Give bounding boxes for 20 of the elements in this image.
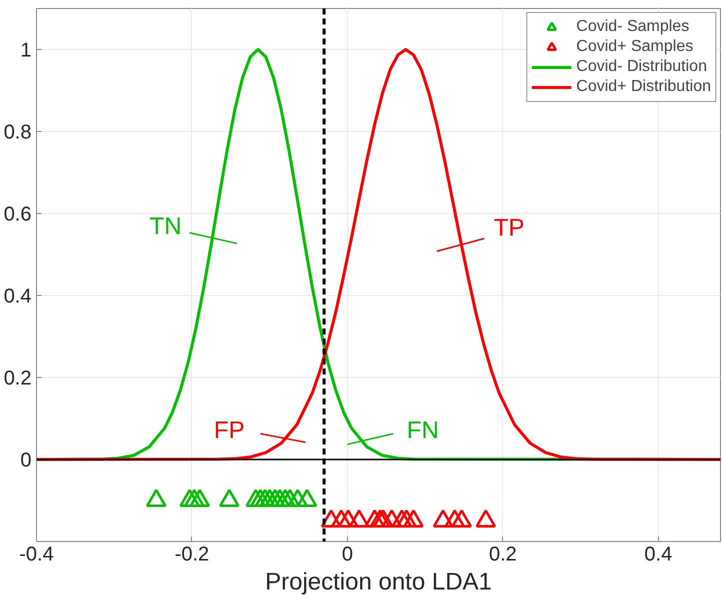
x-tick-label: -0.2 <box>174 544 210 566</box>
legend-label: Covid+ Distribution <box>576 78 711 96</box>
y-tick-label: 1 <box>20 40 32 62</box>
annotation: TP <box>494 214 524 242</box>
y-tick-label: 0.2 <box>4 368 32 390</box>
x-tick-label: 0.4 <box>644 544 672 566</box>
legend-label: Covid- Distribution <box>576 58 707 76</box>
annotation: TN <box>150 213 182 240</box>
annotation: FP <box>214 416 245 444</box>
y-tick-label: 0.6 <box>4 204 32 226</box>
y-tick-label: 0 <box>20 450 32 472</box>
x-tick-label: -0.4 <box>19 544 54 566</box>
y-tick-label: 0.8 <box>4 122 32 144</box>
y-tick-label: 0.4 <box>4 286 32 308</box>
x-tick-label: 0.2 <box>488 544 517 566</box>
x-axis-title: Projection onto LDA1 <box>265 568 492 596</box>
legend-label: Covid+ Samples <box>576 38 694 56</box>
x-tick-label: 0 <box>342 544 353 566</box>
legend-label: Covid- Samples <box>576 18 690 36</box>
annotation: FN <box>406 416 439 444</box>
